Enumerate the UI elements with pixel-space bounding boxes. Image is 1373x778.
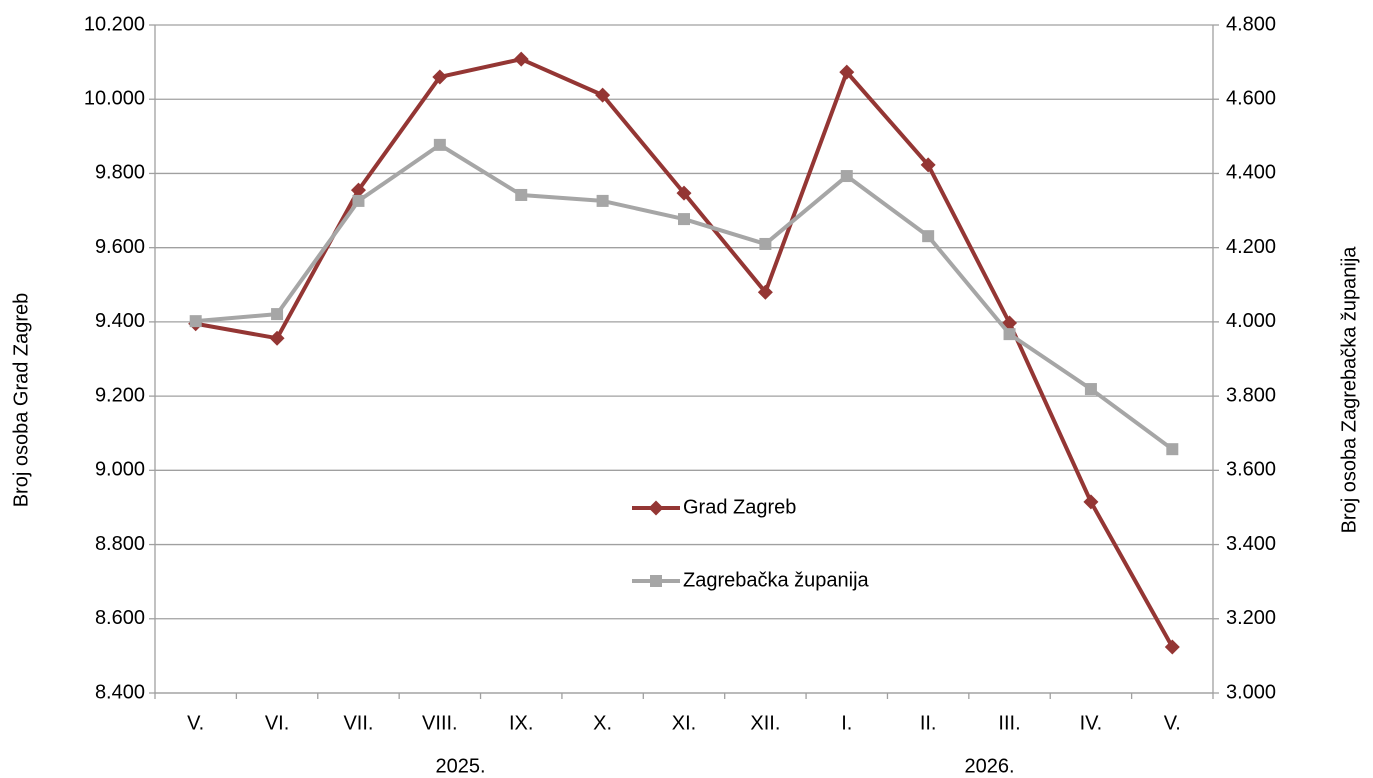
point (839, 64, 855, 80)
line (195, 57, 1175, 648)
point (678, 213, 690, 226)
x-tick-label: III. (998, 712, 1020, 734)
y2-tick-label: 4.000 (1226, 310, 1276, 332)
x-tick-label: IV. (1080, 712, 1103, 734)
y-tick-label: 9.400 (95, 310, 145, 332)
y-tick-label: 10.000 (84, 88, 145, 110)
y2-tick-label: 4.600 (1226, 88, 1276, 110)
point (922, 230, 935, 243)
x-group-label: 2026. (965, 755, 1015, 777)
point (515, 188, 528, 201)
point (189, 315, 202, 328)
y2-tick-label: 4.800 (1226, 13, 1276, 35)
point (840, 170, 853, 183)
point (595, 87, 611, 103)
point (350, 182, 366, 198)
x-tick-label: VI. (265, 712, 289, 734)
y2-tick-label: 3.600 (1226, 459, 1276, 481)
y-tick-label: 8.800 (95, 533, 145, 555)
point (513, 51, 529, 67)
y2-tick-label: 4.200 (1226, 236, 1276, 258)
y-tick-label: 9.600 (95, 236, 145, 258)
x-tick-label: V. (1164, 712, 1181, 734)
x-tick-label: II. (920, 712, 937, 734)
point (1084, 383, 1097, 396)
y-tick-label: 9.000 (95, 459, 145, 481)
point (1083, 494, 1099, 510)
point (757, 284, 773, 300)
y2-tick-label: 3.200 (1226, 607, 1276, 629)
x-tick-label: XII. (750, 712, 780, 734)
y2-tick-label: 3.000 (1226, 681, 1276, 703)
y2-axis-label: Broj osoba Zagrebačka županija (1338, 246, 1360, 534)
point (432, 69, 448, 85)
x-tick-label: V. (187, 712, 204, 734)
y-tick-label: 9.800 (95, 162, 145, 184)
y-axis-label: Broj osoba Grad Zagreb (10, 293, 32, 508)
point (269, 330, 285, 346)
x-tick-label: VII. (343, 712, 373, 734)
point (920, 157, 936, 173)
point (1166, 443, 1179, 456)
y2-tick-label: 3.800 (1226, 384, 1276, 406)
point (352, 194, 365, 207)
y-tick-label: 9.200 (95, 384, 145, 406)
point (433, 138, 446, 151)
legend-marker (650, 575, 662, 587)
x-tick-label: VIII. (422, 712, 458, 734)
y2-tick-label: 3.400 (1226, 533, 1276, 555)
legend-label: Grad Zagreb (683, 496, 796, 518)
point (271, 308, 284, 321)
point (676, 185, 692, 201)
x-group-label: 2025. (436, 755, 486, 777)
x-tick-label: X. (593, 712, 612, 734)
y-tick-label: 8.600 (95, 607, 145, 629)
point (596, 194, 609, 207)
y2-tick-label: 4.400 (1226, 162, 1276, 184)
y-tick-label: 8.400 (95, 681, 145, 703)
point (759, 237, 772, 250)
x-tick-label: I. (841, 712, 852, 734)
point (1164, 639, 1180, 655)
legend-marker (648, 500, 664, 516)
legend-label: Zagrebačka županija (683, 569, 870, 591)
x-tick-label: XI. (672, 712, 696, 734)
point (1003, 328, 1016, 341)
x-tick-label: IX. (509, 712, 533, 734)
y-tick-label: 10.200 (84, 13, 145, 35)
